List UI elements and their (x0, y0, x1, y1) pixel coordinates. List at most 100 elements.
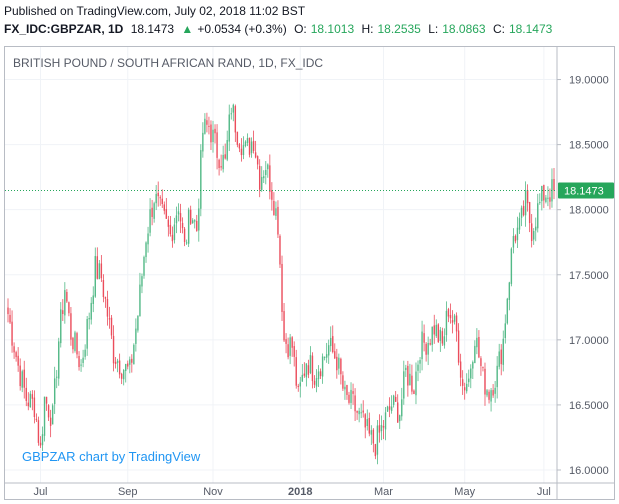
candle-body (403, 371, 405, 399)
candle-body (510, 248, 513, 284)
candle-body (133, 344, 135, 365)
candle-body (141, 276, 143, 287)
candle-body (374, 444, 377, 457)
candle-body (263, 176, 265, 179)
candle-body (191, 220, 194, 224)
candle-body (311, 355, 314, 382)
candle-body (189, 209, 192, 224)
candle-body (362, 410, 364, 413)
candle-body (84, 349, 86, 357)
candle-body (216, 132, 218, 158)
candle-body (163, 204, 165, 211)
x-tick-label: Sep (118, 486, 138, 498)
candle-body (443, 336, 446, 346)
candle-body (468, 378, 470, 383)
candle-body (149, 209, 151, 233)
candle-body (21, 371, 23, 388)
candle-body (352, 391, 354, 394)
close-value: 18.1473 (508, 22, 553, 36)
candle-body (307, 365, 310, 375)
candle-body (384, 412, 387, 430)
candle-body (474, 345, 476, 364)
candle-body (539, 201, 541, 203)
open-label: O: (294, 22, 307, 36)
candle-body (425, 343, 427, 355)
candle-body (433, 325, 435, 335)
x-tick-label: Nov (203, 486, 223, 498)
candle-body (252, 140, 255, 151)
candle-body (228, 114, 230, 142)
candle-body (145, 242, 147, 258)
candle-body (478, 336, 480, 358)
candle-body (169, 224, 172, 235)
candle-body (43, 396, 46, 436)
candle-body (153, 203, 155, 219)
candle-body (261, 176, 263, 190)
candle-body (53, 378, 56, 405)
y-tick-label: 16.5000 (569, 400, 609, 412)
candle-body (354, 395, 356, 412)
candle-body (528, 202, 531, 224)
candle-body (537, 203, 539, 229)
candle-body (232, 104, 235, 113)
candle-body (110, 317, 113, 336)
candle-body (445, 310, 448, 336)
candle-body (439, 329, 442, 341)
candle-body (484, 368, 486, 395)
x-tick-label: Jul (537, 486, 551, 498)
candle-body (96, 256, 99, 279)
candle-body (309, 354, 312, 373)
candle-body (301, 374, 304, 382)
candle-body (299, 382, 301, 387)
candle-body (449, 314, 452, 319)
candle-body (500, 349, 502, 365)
close-label: C: (492, 22, 505, 36)
candle-body (287, 344, 289, 358)
up-arrow-icon: ▲ (181, 22, 194, 36)
candle-body (102, 280, 105, 298)
candle-body (461, 379, 464, 386)
candle-body (482, 366, 484, 368)
candle-body (177, 211, 180, 215)
candle-body (135, 328, 137, 344)
candle-body (516, 227, 519, 241)
candle-body (350, 389, 352, 403)
candle-body (378, 425, 381, 433)
candle-body (11, 321, 13, 346)
candle-body (289, 337, 291, 356)
last-price-tag (558, 182, 614, 199)
candle-body (120, 373, 123, 379)
x-tick-label: May (454, 486, 475, 498)
candle-body (512, 235, 515, 248)
candle-body (37, 420, 40, 443)
candle-body (39, 442, 42, 446)
candle-body (380, 424, 383, 432)
candle-body (547, 197, 549, 199)
candle-body (256, 156, 259, 165)
low-value: 18.0863 (442, 22, 486, 36)
candle-body (364, 414, 366, 428)
candle-body (64, 290, 66, 316)
candle-body (409, 373, 411, 386)
candle-body (392, 395, 395, 405)
candle-body (127, 363, 129, 367)
candle-body (171, 234, 174, 242)
open-value: 18.1013 (310, 22, 355, 36)
candle-body (112, 335, 115, 364)
candle-body (549, 197, 551, 202)
candle-body (399, 415, 401, 422)
candle-body (490, 390, 492, 402)
candle-body (457, 330, 460, 363)
candle-body (327, 345, 330, 356)
candle-body (68, 302, 70, 314)
candle-body (66, 291, 68, 302)
candle-body (198, 208, 200, 231)
high-value: 18.2535 (377, 22, 421, 36)
candle-body (181, 222, 184, 229)
y-tick-label: 19.0000 (569, 75, 609, 87)
watermark: GBPZAR chart by TradingView (22, 449, 201, 464)
candle-body (526, 189, 529, 204)
candle-body (234, 106, 237, 133)
candle-body (388, 406, 391, 410)
